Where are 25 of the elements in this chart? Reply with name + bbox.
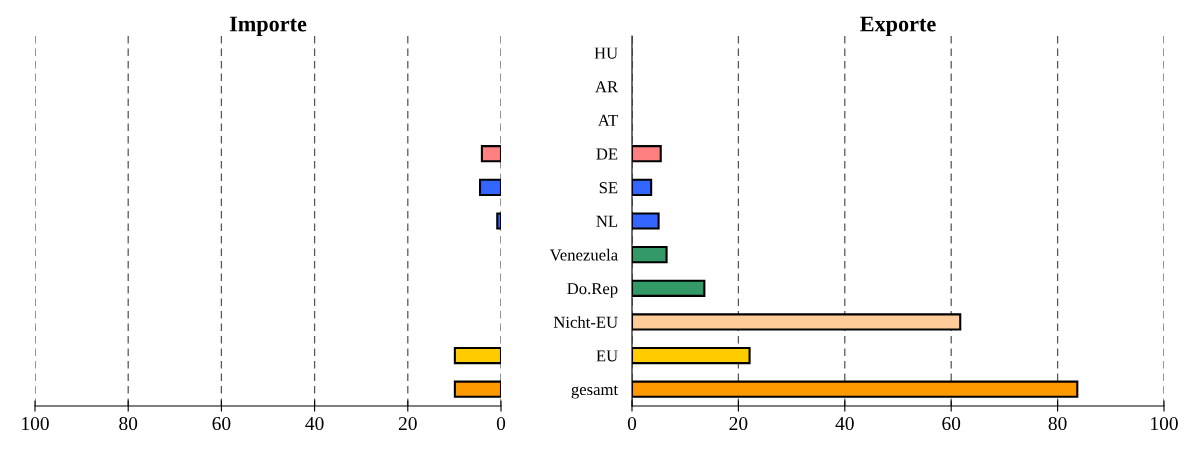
x-tick-label: 20	[398, 416, 417, 431]
y-tick-label: NL	[596, 215, 618, 227]
y-tick-label: Do.Rep	[567, 283, 618, 298]
y-tick-label: EU	[596, 350, 618, 362]
x-tick-label: 80	[119, 416, 138, 431]
x-tick-label: 0	[627, 416, 637, 431]
y-tick-label: Nicht-EU	[553, 316, 618, 328]
x-tick-label: 40	[835, 416, 854, 431]
y-tick-label: HU	[594, 47, 618, 59]
y-tick-label: DE	[596, 148, 618, 160]
y-tick-label: AT	[597, 114, 618, 126]
chart-title: Exporte	[860, 16, 936, 36]
x-tick-label: 100	[1151, 416, 1178, 431]
x-tick-label: 80	[1048, 416, 1067, 431]
y-tick-label: Venezuela	[549, 248, 618, 261]
y-tick-label: gesamt	[571, 385, 619, 399]
chart-title: Importe	[229, 16, 307, 36]
x-tick-label: 20	[729, 416, 748, 431]
x-tick-label: 40	[305, 416, 324, 431]
x-tick-label: 60	[942, 416, 961, 431]
x-tick-label: 0	[496, 416, 506, 431]
x-tick-label: 60	[212, 416, 231, 431]
y-tick-label: SE	[599, 182, 618, 194]
x-tick-label: 100	[22, 416, 49, 431]
y-tick-label: AR	[595, 81, 619, 93]
